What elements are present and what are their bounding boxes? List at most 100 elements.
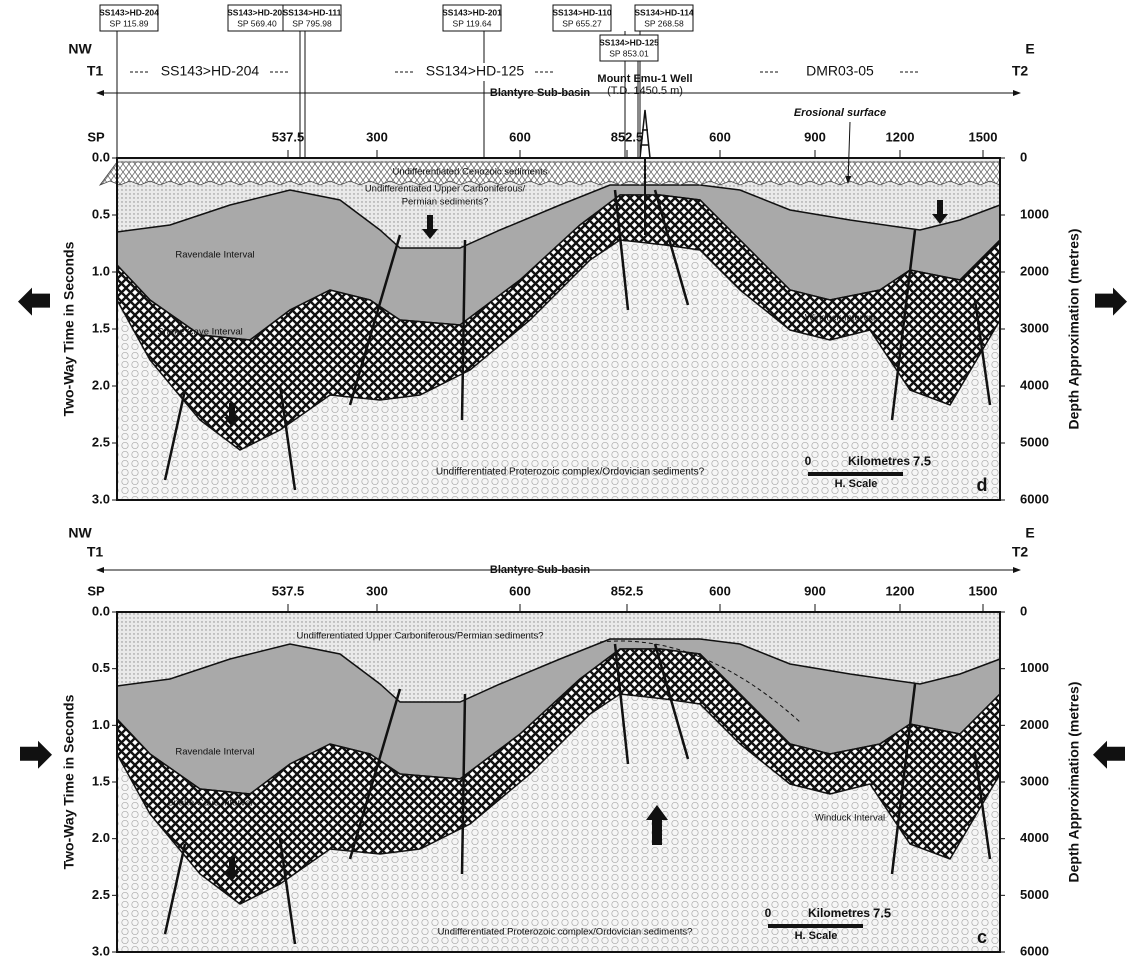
y-right-tick-label: 3000 (1020, 773, 1049, 788)
scale-bar (768, 924, 863, 928)
scale-label: 0 (765, 906, 772, 920)
y-left-tick-label: 3.0 (92, 491, 110, 506)
scale-label: 7.5 (873, 905, 891, 920)
y-left-tick-label: 0.0 (92, 603, 110, 618)
sp-title: SP (87, 583, 105, 598)
sp-tick-label: 1200 (886, 583, 915, 598)
y-right-tick-label: 2000 (1020, 717, 1049, 732)
well-tie-sp: SP 115.89 (110, 18, 149, 28)
stress-arrow (1093, 741, 1125, 769)
y-right-title: Depth Approximation (metres) (1066, 682, 1082, 883)
well-tie-line: SS134>HD-110 (552, 7, 612, 17)
y-right-tick-label: 6000 (1020, 491, 1049, 506)
y-left-tick-label: 2.5 (92, 434, 110, 449)
well-tie-line: SS134>HD-111 (283, 7, 342, 17)
sp-tick-label: 600 (709, 583, 731, 598)
sp-tick-label: 537.5 (272, 129, 305, 144)
sp-tick-label: 852.5 (611, 583, 644, 598)
end-label: T2 (1012, 544, 1029, 560)
y-left-tick-label: 0.5 (92, 206, 110, 221)
well-tie-line: SS143>HD-201 (442, 7, 502, 17)
stress-arrow (18, 288, 50, 316)
sp-tick-label: 537.5 (272, 583, 305, 598)
y-right-tick-label: 4000 (1020, 830, 1049, 845)
unit-label: Snake Cave Interval (167, 798, 253, 809)
well-tie-sp: SP 795.98 (292, 18, 332, 28)
cross-sections: 0.000.510001.020001.530002.040002.550003… (0, 0, 1146, 963)
y-right-tick-label: 2000 (1020, 263, 1049, 278)
unit-label: Undifferentiated Cenozoic sediments (392, 167, 547, 178)
unit-label: Winduck Interval (805, 313, 875, 324)
sp-tick-label: 600 (509, 129, 531, 144)
y-left-tick-label: 2.0 (92, 377, 110, 392)
unit-label: Ravendale Interval (175, 250, 254, 261)
unit-label: Undifferentiated Proterozoic complex/Ord… (436, 467, 705, 478)
unit-label: Winduck Interval (815, 813, 885, 824)
sp-tick-label: 600 (509, 583, 531, 598)
basin-label: Blantyre Sub-basin (490, 564, 591, 576)
y-right-tick-label: 1000 (1020, 206, 1049, 221)
orientation-label: E (1025, 525, 1034, 541)
y-left-tick-label: 0.0 (92, 149, 110, 164)
well-tie-sp: SP 655.27 (562, 18, 602, 28)
well-tie-sp: SP 268.58 (644, 18, 684, 28)
sp-tick-label: 600 (709, 129, 731, 144)
y-left-title: Two-Way Time in Seconds (61, 694, 77, 869)
well-tie-sp: SP 119.64 (453, 18, 492, 28)
well-tie-sp: SP 569.40 (237, 18, 277, 28)
y-right-tick-label: 6000 (1020, 943, 1049, 958)
y-right-title: Depth Approximation (metres) (1066, 229, 1082, 430)
scale-caption: H. Scale (835, 478, 878, 490)
well-name: Mount Emu-1 Well (597, 73, 692, 85)
y-left-tick-label: 1.5 (92, 773, 110, 788)
y-right-tick-label: 0 (1020, 149, 1027, 164)
well-tie-line: SS134>HD-125 (599, 37, 659, 47)
end-label: T1 (87, 544, 104, 560)
well-tie-line: SS143>HD-204 (99, 7, 159, 17)
well-tie-line: SS143>HD-204 (227, 7, 287, 17)
well-tie-line: SS134>HD-114 (634, 7, 694, 17)
scale-label: 7.5 (913, 453, 931, 468)
unit-label: Undifferentiated Upper Carboniferous/ (365, 184, 526, 195)
end-label: T2 (1012, 63, 1029, 79)
panel-label: d (977, 475, 988, 495)
sp-tick-label: 300 (366, 129, 388, 144)
y-right-tick-label: 0 (1020, 603, 1027, 618)
unit-label: Undifferentiated Proterozoic complex/Ord… (438, 927, 693, 938)
orientation-label: NW (68, 41, 92, 57)
y-left-tick-label: 1.5 (92, 320, 110, 335)
y-left-tick-label: 1.0 (92, 717, 110, 732)
sp-title: SP (87, 129, 105, 144)
end-label: T1 (87, 63, 104, 79)
sp-tick-label: 1200 (886, 129, 915, 144)
well-td: (T.D. 1450.5 m) (607, 85, 683, 97)
sp-tick-label: 900 (804, 583, 826, 598)
annotation: Erosional surface (794, 107, 886, 119)
sp-tick-label: 1500 (969, 129, 998, 144)
y-left-tick-label: 1.0 (92, 263, 110, 278)
scale-bar (808, 472, 903, 476)
sp-tick-label: 900 (804, 129, 826, 144)
sp-tick-label: 1500 (969, 583, 998, 598)
y-left-tick-label: 2.5 (92, 887, 110, 902)
scale-caption: H. Scale (795, 930, 838, 942)
y-left-tick-label: 2.0 (92, 830, 110, 845)
seismic-line-label: SS143>HD-204 (161, 63, 260, 79)
unit-label: Ravendale Interval (175, 747, 254, 758)
sp-tick-label: 300 (366, 583, 388, 598)
panel-label: c (977, 927, 987, 947)
y-right-tick-label: 5000 (1020, 887, 1049, 902)
orientation-label: E (1025, 41, 1034, 57)
y-left-title: Two-Way Time in Seconds (61, 241, 77, 416)
y-right-tick-label: 3000 (1020, 320, 1049, 335)
unit-label: Snake Cave Interval (157, 327, 243, 338)
seismic-line-label: DMR03-05 (806, 63, 874, 79)
scale-label: Kilometres (808, 906, 870, 920)
well-tie-sp: SP 853.01 (609, 48, 649, 58)
seismic-line-label: SS134>HD-125 (426, 63, 525, 79)
stress-arrow (20, 741, 52, 769)
y-right-tick-label: 1000 (1020, 660, 1049, 675)
basin-label: Blantyre Sub-basin (490, 87, 591, 99)
scale-label: Kilometres (848, 454, 910, 468)
unit-label: Permian sediments? (402, 197, 489, 208)
